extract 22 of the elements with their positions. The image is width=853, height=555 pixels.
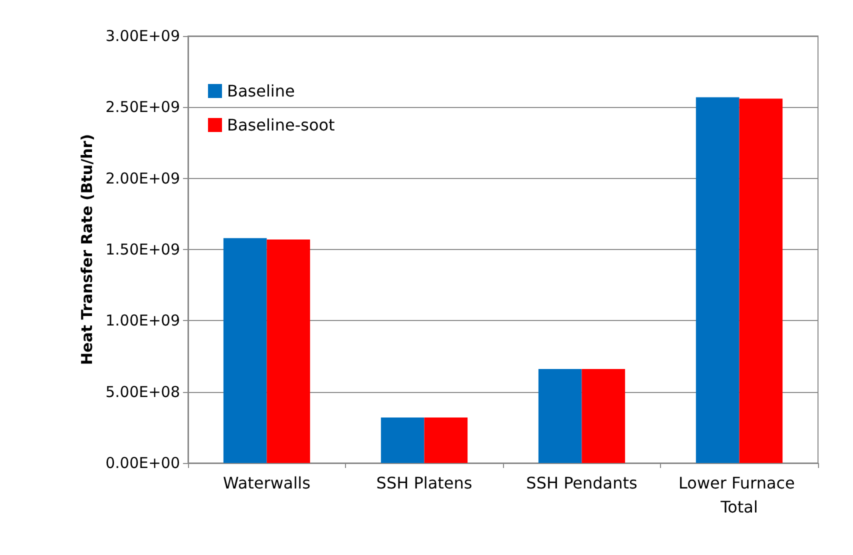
y-tick-label: 1.00E+09 bbox=[105, 312, 180, 330]
y-axis-title: Heat Transfer Rate (Btu/hr) bbox=[78, 134, 96, 366]
y-tick-label: 2.00E+09 bbox=[105, 169, 180, 188]
y-tick-label: 5.00E+08 bbox=[105, 382, 180, 401]
bar bbox=[380, 417, 424, 463]
y-tick-label: 1.50E+09 bbox=[105, 240, 180, 258]
legend-label: Baseline bbox=[227, 82, 295, 100]
y-tick-label: 3.00E+09 bbox=[105, 27, 180, 45]
bar bbox=[538, 369, 582, 463]
bar bbox=[696, 97, 740, 463]
bar bbox=[582, 369, 626, 463]
bar bbox=[223, 238, 267, 463]
bar bbox=[739, 98, 783, 463]
bar bbox=[424, 417, 468, 463]
bar bbox=[266, 240, 310, 463]
x-tick-label: SSH Platens bbox=[376, 474, 472, 492]
x-tick-label: SSH Pendants bbox=[526, 474, 638, 492]
y-tick-label: 0.00E+00 bbox=[105, 454, 180, 472]
x-tick-label: Lower Furnace Total bbox=[678, 474, 800, 516]
legend-label: Baseline-soot bbox=[227, 116, 335, 134]
y-tick-label: 2.50E+09 bbox=[105, 98, 180, 116]
x-tick-label: Waterwalls bbox=[223, 474, 310, 492]
